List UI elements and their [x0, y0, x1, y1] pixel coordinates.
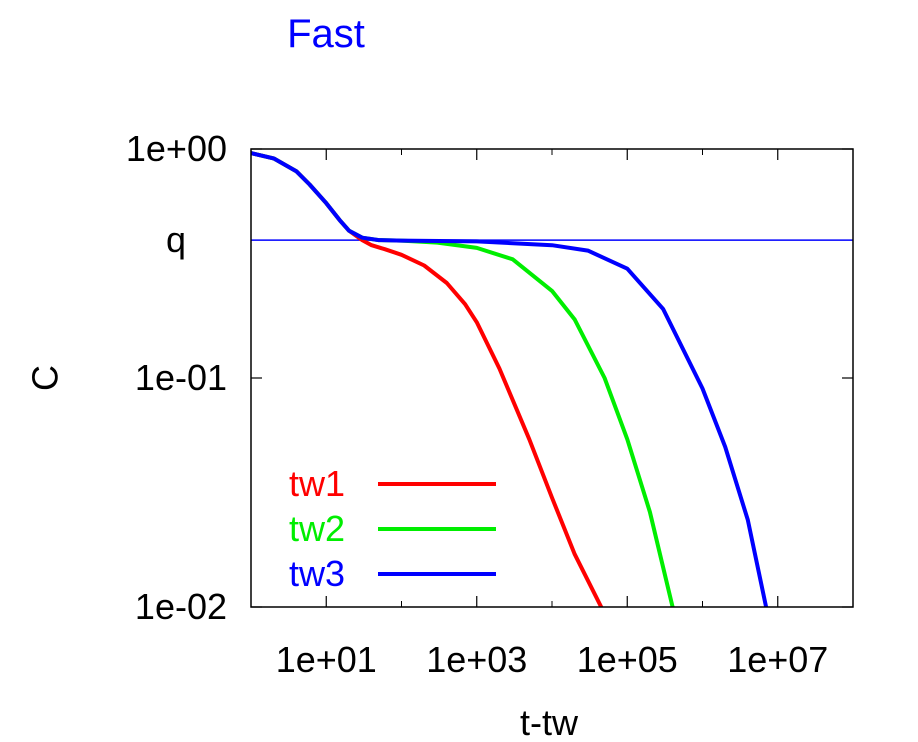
x-tick-label: 1e+05 [577, 639, 678, 680]
x-tick-label: 1e+07 [727, 639, 828, 680]
x-axis-label: t-tw [520, 702, 579, 742]
x-tick-label: 1e+01 [276, 639, 377, 680]
chart-title: Fast [287, 12, 365, 56]
reference-line-label: q [166, 219, 186, 260]
legend-label-tw3: tw3 [289, 553, 345, 594]
y-tick-label: 1e-02 [135, 586, 227, 627]
legend-label-tw1: tw1 [289, 463, 345, 504]
legend-label-tw2: tw2 [289, 508, 345, 549]
x-tick-label: 1e+03 [426, 639, 527, 680]
y-tick-label: 1e-01 [135, 357, 227, 398]
y-axis-label: C [25, 365, 66, 391]
plot-area: 1e+01 1e+03 1e+05 1e+07 1e+00 1e-01 1e-02 q [126, 128, 853, 680]
series-line-tw3 [251, 151, 769, 607]
y-tick-label: 1e+00 [126, 128, 227, 169]
plot-frame [250, 148, 854, 608]
